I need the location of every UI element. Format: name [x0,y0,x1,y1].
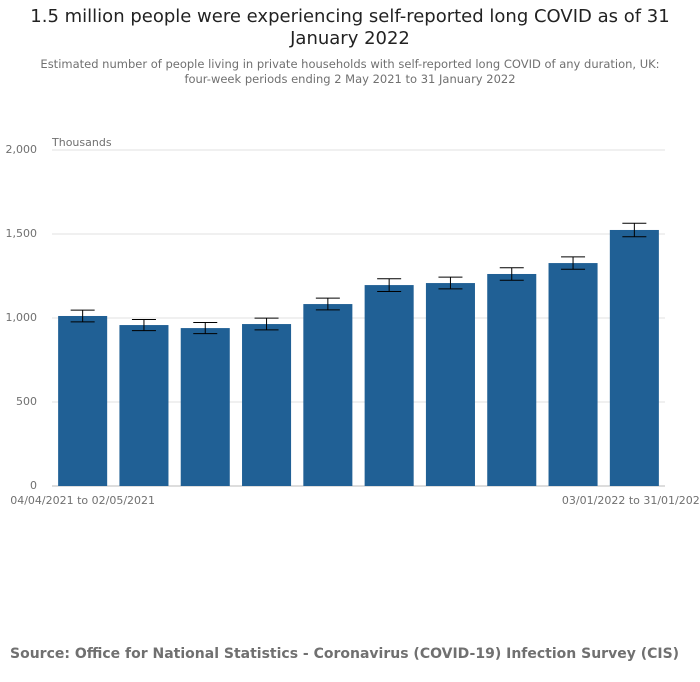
bar [425,283,475,486]
y-tick-label: 1,000 [6,311,38,324]
bar [487,273,537,486]
y-tick-label: 2,000 [6,143,38,156]
chart-title: 1.5 million people were experiencing sel… [30,6,670,49]
error-bar [499,267,524,281]
error-bar [561,256,586,270]
error-bar [377,278,402,292]
chart-subtitle: Estimated number of people living in pri… [40,57,660,86]
x-tick-label: 04/04/2021 to 02/05/2021 [10,494,155,507]
source: Source: Office for National Statistics -… [10,646,680,662]
bar [609,229,659,486]
bar [242,324,292,486]
error-bar [70,309,95,323]
error-bar [315,297,340,311]
bar [303,304,353,486]
error-bar [438,276,463,290]
error-bar [254,317,279,331]
y-tick-label: 0 [30,479,37,492]
y-tick-label: 500 [16,395,37,408]
error-bar [193,322,218,335]
bar [364,285,414,486]
error-bar [622,222,647,238]
bar [58,315,108,486]
y-tick-label: 1,500 [6,227,38,240]
bar [548,263,598,486]
bar [119,325,169,486]
chart: Thousands 0 500 1,000 1,500 2,000 04/04/2021 … [6,136,700,507]
bar [180,328,230,486]
error-bar [131,319,156,332]
y-axis-label: Thousands [51,136,112,149]
x-tick-label: 03/01/2022 to 31/01/2022 [562,494,700,507]
